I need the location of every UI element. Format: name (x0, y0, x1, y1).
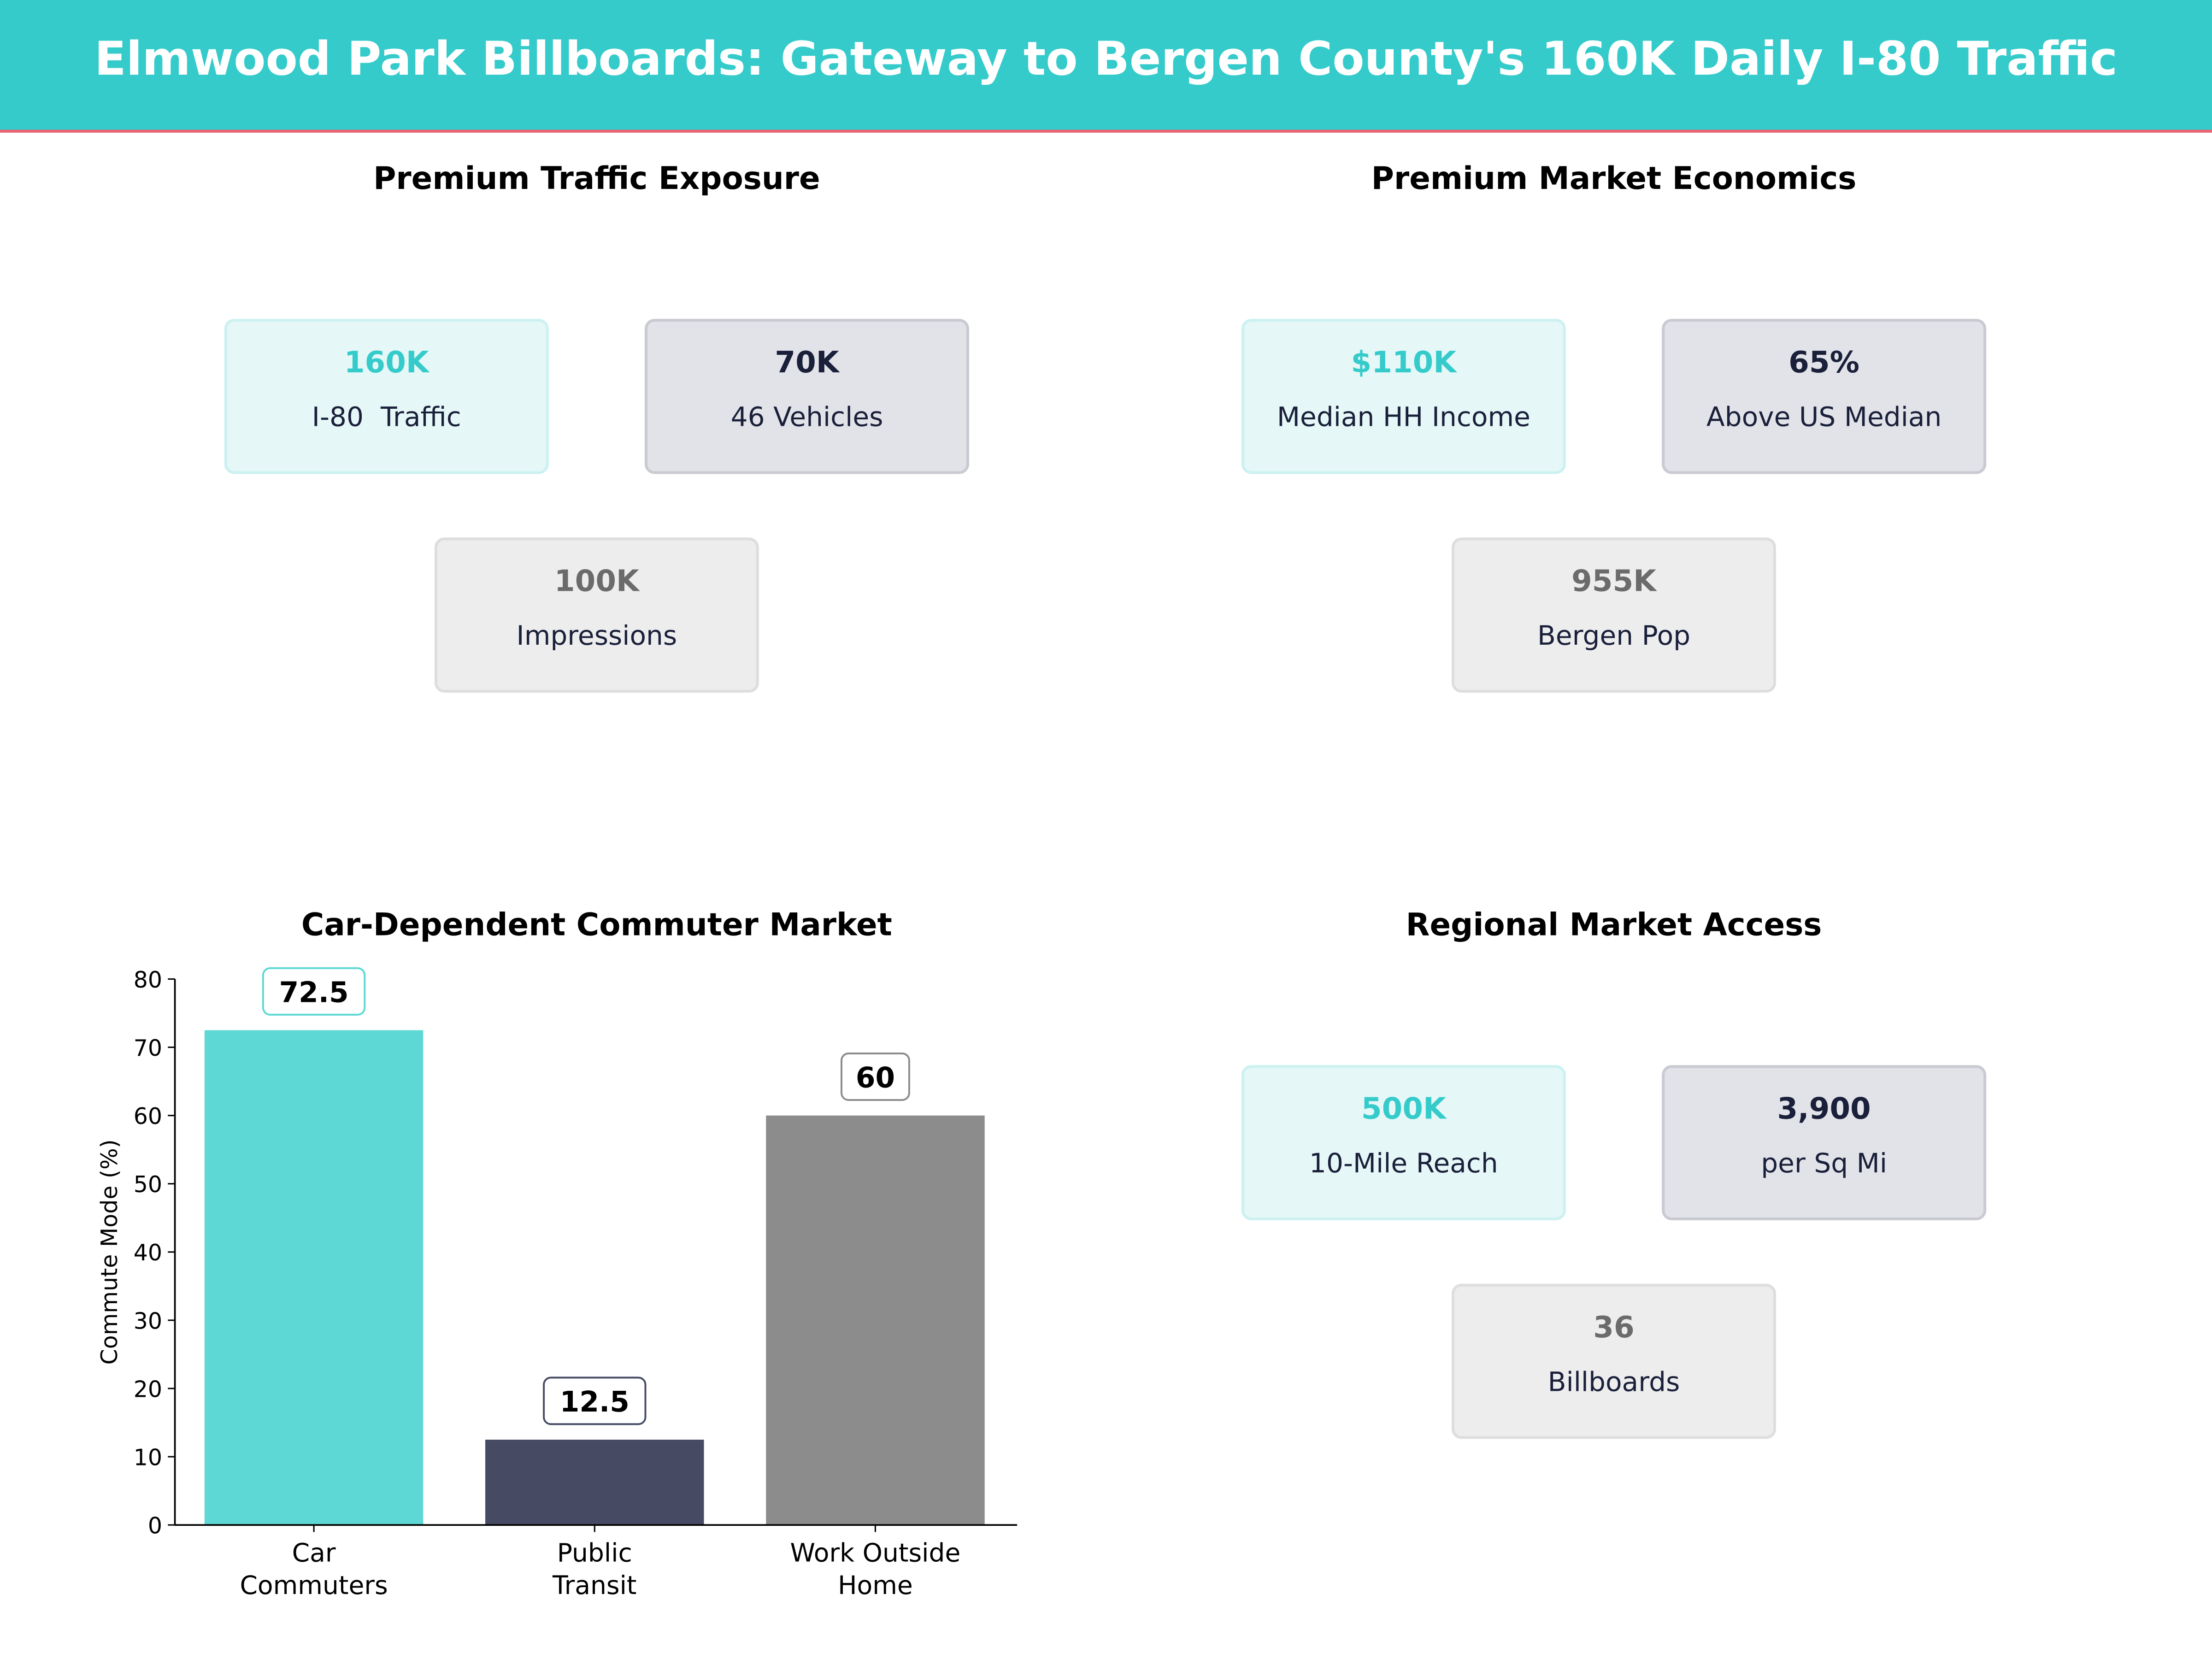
metric-value: 36 (1593, 1310, 1635, 1345)
bar (485, 1440, 704, 1525)
x-tick-label: Commuters (240, 1571, 388, 1600)
metric-value: 65% (1788, 345, 1860, 380)
y-tick-label: 0 (148, 1513, 162, 1539)
metric-card-population: 955K Bergen Pop (1451, 537, 1777, 693)
metric-label: 46 Vehicles (730, 402, 883, 433)
metric-label: Above US Median (1706, 402, 1942, 433)
commute-bar-chart: 72.5 Car Commuters 12.5 Public Transit 60 Work … (96, 967, 1018, 1600)
data-label: 60 (856, 1061, 895, 1094)
y-tick-label: 40 (134, 1240, 162, 1266)
x-tick-label: Car (292, 1538, 336, 1568)
y-axis-label: Commute Mode (%) (96, 1139, 123, 1365)
x-tick-label: Public (557, 1538, 632, 1568)
x-tick-label: Work Outside (790, 1538, 961, 1568)
page-title: Elmwood Park Billboards: Gateway to Berg… (94, 31, 2118, 86)
bar (766, 1115, 985, 1525)
data-label-box (543, 1377, 647, 1425)
metric-value: 160K (344, 345, 429, 380)
metric-value: 70K (775, 345, 839, 380)
y-tick-label: 30 (134, 1308, 162, 1334)
metric-label: Impressions (516, 620, 677, 652)
metric-label: per Sq Mi (1761, 1148, 1888, 1180)
data-label-box (841, 1052, 910, 1101)
panel-title-traffic: Premium Traffic Exposure (373, 162, 820, 198)
data-label-box (262, 967, 366, 1016)
metric-label: Billboards (1547, 1367, 1680, 1398)
metric-label: Median HH Income (1277, 402, 1530, 433)
metric-value: 3,900 (1777, 1092, 1871, 1126)
metric-card-above-median: 65% Above US Median (1662, 318, 1987, 474)
metric-card-reach: 500K 10-Mile Reach (1241, 1065, 1566, 1220)
metric-value: 955K (1571, 564, 1656, 598)
x-tick-label: Transit (552, 1571, 637, 1600)
metric-card-density: 3,900 per Sq Mi (1662, 1065, 1987, 1220)
y-tick-label: 80 (134, 967, 162, 993)
y-tick-label: 60 (134, 1103, 162, 1130)
bar (204, 1030, 424, 1525)
metric-card-billboards: 36 Billboards (1451, 1283, 1777, 1439)
data-label: 12.5 (560, 1386, 629, 1418)
panel-title-regional: Regional Market Access (1406, 908, 1822, 944)
chart-title: Car-Dependent Commuter Market (301, 908, 892, 944)
panel-title-economics: Premium Market Economics (1371, 162, 1857, 198)
y-tick-label: 20 (134, 1376, 162, 1402)
header-banner: Elmwood Park Billboards: Gateway to Berg… (0, 0, 2212, 133)
metric-label: I-80 Traffic (312, 402, 461, 433)
x-tick-label: Home (838, 1571, 913, 1600)
metric-label: 10-Mile Reach (1309, 1148, 1498, 1180)
y-tick-label: 10 (134, 1444, 162, 1471)
y-tick-label: 50 (134, 1171, 162, 1198)
y-tick-label: 70 (134, 1035, 162, 1061)
data-label: 72.5 (279, 976, 349, 1009)
metric-value: 500K (1361, 1092, 1446, 1126)
metric-card-income: $110K Median HH Income (1241, 318, 1566, 474)
metric-card-i80-traffic: 160K I-80 Traffic (224, 318, 549, 474)
metric-card-vehicles: 70K 46 Vehicles (644, 318, 970, 474)
metric-label: Bergen Pop (1537, 620, 1691, 652)
metric-value: $110K (1351, 345, 1457, 380)
metric-value: 100K (554, 564, 639, 598)
metric-card-impressions: 100K Impressions (434, 537, 759, 693)
